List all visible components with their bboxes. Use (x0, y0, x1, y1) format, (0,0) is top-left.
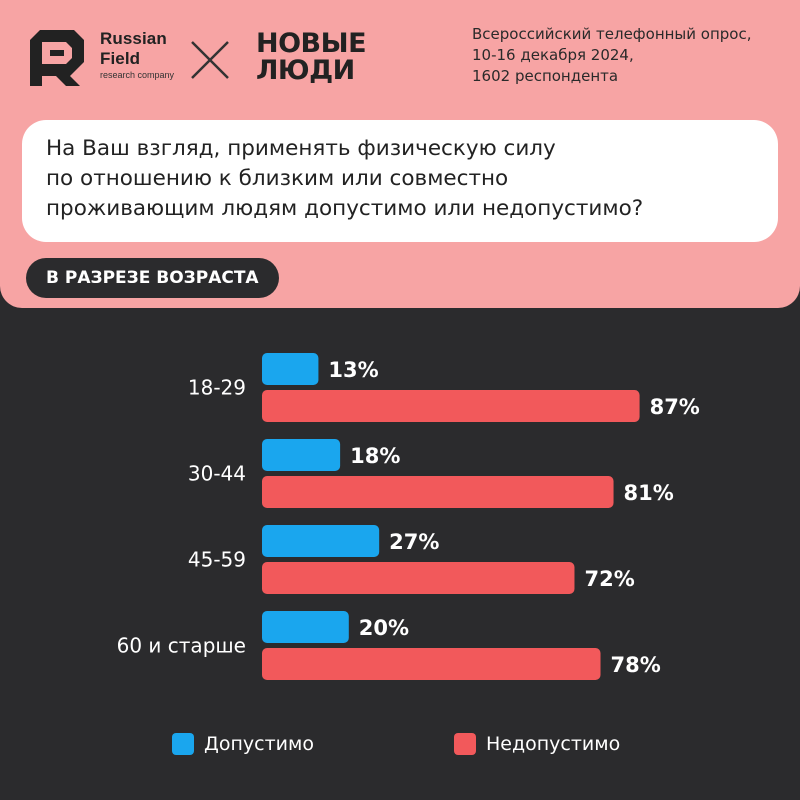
legend-label-acceptable: Допустимо (204, 733, 314, 755)
header-panel: Russian Field research company НОВЫЕ ЛЮД… (0, 0, 800, 308)
bar-unacceptable (262, 648, 601, 680)
cross-icon (191, 41, 229, 79)
rf-logo-line1: Russian (100, 29, 167, 48)
survey-info-line: 1602 респондента (472, 67, 619, 85)
bar-unacceptable (262, 390, 640, 422)
value-label-unacceptable: 87% (650, 395, 700, 419)
legend-swatch-unacceptable (454, 733, 476, 755)
nl-logo-line1: НОВЫЕ (256, 28, 367, 59)
legend-swatch-acceptable (172, 733, 194, 755)
value-label-unacceptable: 81% (624, 481, 674, 505)
question-line: по отношению к близким или совместно (46, 166, 509, 191)
bar-acceptable (262, 611, 349, 643)
value-label-acceptable: 13% (328, 358, 378, 382)
question-line: проживающим людям допустимо или недопуст… (46, 196, 644, 221)
value-label-acceptable: 18% (350, 444, 400, 468)
category-label: 18-29 (188, 376, 246, 400)
survey-info-line: Всероссийский телефонный опрос, (472, 25, 752, 43)
value-label-unacceptable: 72% (584, 567, 634, 591)
bar-unacceptable (262, 476, 614, 508)
legend-item-unacceptable: Недопустимо (454, 732, 620, 756)
bar-acceptable (262, 525, 380, 557)
rf-logo-line2: Field (100, 49, 141, 68)
category-label: 45-59 (188, 548, 246, 572)
age-breakdown-badge: В РАЗРЕЗЕ ВОЗРАСТА (26, 258, 279, 298)
category-label: 60 и старше (117, 634, 246, 658)
age-bar-chart: 18-29 13% 87% 30-44 18% 81% 45-59 27% 72% 60 и ст… (117, 353, 700, 680)
bar-acceptable (262, 439, 341, 471)
legend-item-acceptable: Допустимо (172, 732, 314, 756)
nl-logo-line2: ЛЮДИ (256, 55, 355, 86)
rf-logo-line3: research company (100, 70, 175, 80)
survey-info-line: 10-16 декабря 2024, (472, 46, 634, 64)
value-label-unacceptable: 78% (611, 653, 661, 677)
bar-unacceptable (262, 562, 575, 594)
novye-lyudi-logo: НОВЫЕ ЛЮДИ (256, 28, 367, 86)
category-label: 30-44 (188, 462, 246, 486)
question-line: На Ваш взгляд, применять физическую силу (46, 136, 556, 161)
bar-acceptable (262, 353, 319, 385)
legend-label-unacceptable: Недопустимо (486, 733, 621, 755)
question-card: На Ваш взгляд, применять физическую силу… (22, 120, 778, 242)
russian-field-wordmark: Russian Field research company (100, 30, 174, 80)
value-label-acceptable: 27% (389, 530, 439, 554)
russian-field-logo-icon (30, 30, 84, 86)
survey-info: Всероссийский телефонный опрос, 10-16 де… (472, 24, 792, 87)
value-label-acceptable: 20% (359, 616, 409, 640)
